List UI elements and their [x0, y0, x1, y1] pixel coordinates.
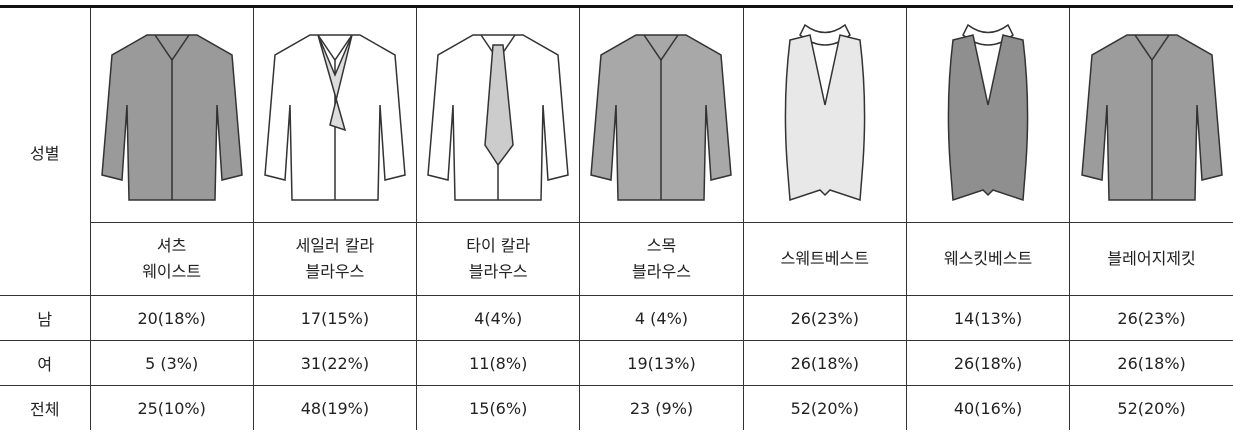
table: 성별 셔츠 웨이스트 세일러 칼라 블라우스 타이 칼라 블라우스 스목 블라우스 스웨트베스트 웨…	[0, 5, 1233, 430]
image-cell	[1069, 6, 1233, 223]
data-cell: 4 (4%)	[579, 295, 744, 341]
image-cell	[416, 6, 581, 223]
data-cell: 17(15%)	[252, 295, 418, 341]
garment-illustration	[590, 34, 733, 201]
data-cell: 26(23%)	[1069, 295, 1233, 341]
header-cell: 웨스킷베스트	[905, 222, 1071, 296]
data-cell: 19(13%)	[579, 340, 744, 386]
data-cell: 20(18%)	[89, 295, 254, 341]
data-cell: 23 (9%)	[579, 385, 744, 430]
header-line: 웨이스트	[142, 262, 202, 281]
label-row: 셔츠 웨이스트 세일러 칼라 블라우스 타이 칼라 블라우스 스목 블라우스 스웨트베스트 웨스킷…	[0, 222, 1233, 296]
header-cell: 성별	[0, 6, 91, 296]
header-line: 타이 칼라	[466, 236, 531, 255]
header-line: 셔츠	[156, 236, 187, 255]
data-cell: 5 (3%)	[89, 340, 254, 386]
row-header: 남	[0, 295, 91, 341]
garment-illustration	[100, 34, 243, 201]
header-line: 블라우스	[632, 262, 691, 281]
header-line: 블레어지제킷	[1107, 249, 1196, 268]
data-cell: 15(6%)	[416, 385, 581, 430]
data-cell: 26(18%)	[1069, 340, 1233, 386]
image-cell	[742, 6, 907, 223]
data-row: 남 20(18%) 17(15%) 4(4%) 4 (4%) 26(23%) 14(13%)…	[0, 295, 1233, 341]
page: 성별 셔츠 웨이스트 세일러 칼라 블라우스 타이 칼라 블라우스 스목 블라우스 스웨트베스트 웨…	[0, 5, 1233, 430]
header-line: 블라우스	[468, 262, 528, 281]
data-cell: 11(8%)	[416, 340, 581, 386]
image-cell	[89, 6, 254, 223]
data-cell: 26(18%)	[742, 340, 907, 386]
data-cell: 26(23%)	[742, 295, 907, 341]
image-row: 성별	[0, 6, 1233, 296]
header-line: 스목	[646, 236, 677, 255]
header-cell: 블레어지제킷	[1069, 222, 1233, 296]
garment-illustration	[1080, 34, 1223, 201]
data-cell: 25(10%)	[89, 385, 254, 430]
data-row: 전체 25(10%) 48(19%) 15(6%) 23 (9%) 52(20%) 40(1…	[0, 385, 1233, 430]
garment-illustration	[784, 23, 866, 202]
row-header: 전체	[0, 385, 91, 430]
data-cell: 14(13%)	[905, 295, 1071, 341]
header-line: 세일러 칼라	[295, 236, 375, 255]
header-line: 블라우스	[305, 262, 365, 281]
header-line: 스웨트베스트	[780, 249, 869, 268]
data-cell: 40(16%)	[905, 385, 1071, 430]
row-header: 여	[0, 340, 91, 386]
data-cell: 52(20%)	[1069, 385, 1233, 430]
image-cell	[579, 6, 744, 223]
garment-illustration	[427, 34, 570, 201]
garment-illustration	[947, 23, 1029, 202]
image-cell	[252, 6, 418, 223]
data-cell: 52(20%)	[742, 385, 907, 430]
garment-illustration	[264, 34, 406, 201]
data-cell: 31(22%)	[252, 340, 418, 386]
data-cell: 48(19%)	[252, 385, 418, 430]
image-cell	[905, 6, 1071, 223]
data-cell: 4(4%)	[416, 295, 581, 341]
header-cell: 스웨트베스트	[742, 222, 907, 296]
data-cell: 26(18%)	[905, 340, 1071, 386]
header-line: 웨스킷베스트	[943, 249, 1033, 268]
